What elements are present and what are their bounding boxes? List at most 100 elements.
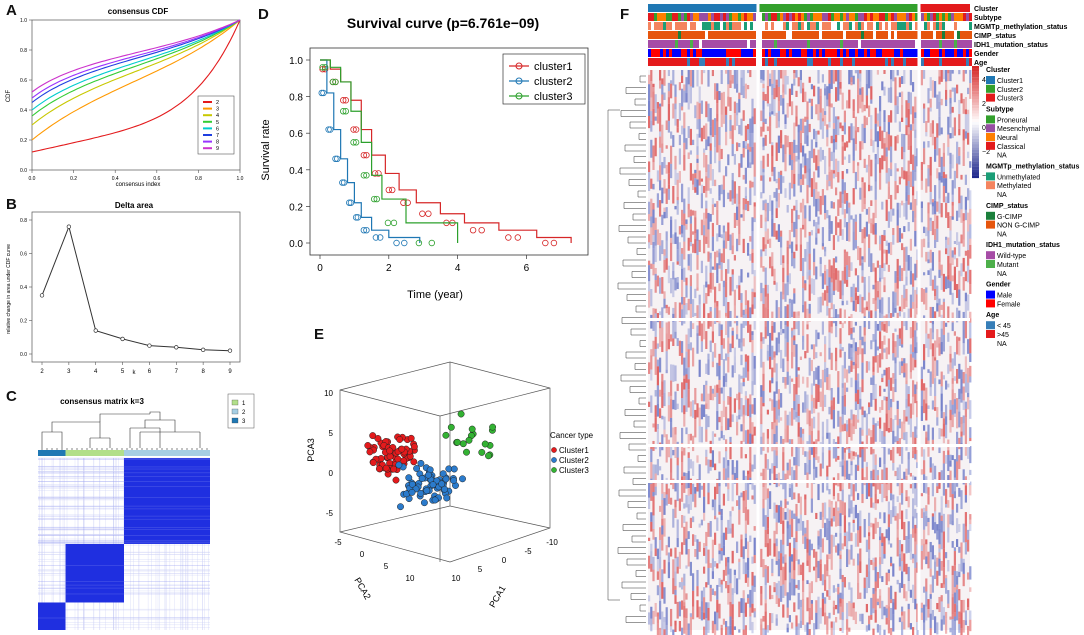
heatmap-cell: [868, 536, 871, 550]
heatmap-cell: [942, 579, 945, 585]
heatmap-cell: [650, 625, 653, 632]
censor-mark: [332, 78, 339, 86]
point-Cluster3: [465, 436, 473, 444]
heatmap-cell: [958, 114, 961, 129]
heatmap-cell: [698, 294, 701, 305]
heatmap-cell: [769, 126, 772, 144]
track-cell: [774, 40, 777, 48]
heatmap-cell: [826, 209, 829, 219]
heatmap-cell: [782, 70, 785, 85]
heatmap-cell: [821, 381, 824, 401]
heatmap-cell: [769, 332, 772, 339]
censor-mark: [376, 234, 384, 241]
heatmap-cell: [652, 321, 655, 331]
delta-point-k7: [174, 345, 179, 350]
heatmap-cell: [898, 311, 901, 317]
pca3-tick-label: 10: [324, 389, 333, 398]
track-cell: [717, 40, 720, 48]
heatmap-cell: [804, 283, 807, 291]
heatmap-cell: [887, 514, 890, 528]
heatmap-cell: [650, 512, 653, 522]
heatmap-cell: [696, 543, 699, 560]
heatmap-cell: [687, 126, 690, 138]
heatmap-cell: [857, 94, 860, 114]
heatmap-cell: [828, 166, 831, 172]
track-cell: [891, 22, 894, 30]
heatmap-cell: [854, 221, 857, 241]
heatmap-cell: [747, 429, 750, 444]
heatmap-cell: [907, 539, 910, 553]
heatmap-cell: [804, 527, 807, 534]
heatmap-cell: [883, 388, 886, 392]
heatmap-cell: [806, 172, 809, 185]
heatmap-cell: [766, 70, 769, 86]
heatmap-cell: [799, 179, 802, 186]
heatmap-cell: [828, 612, 831, 619]
heatmap-cell: [881, 234, 884, 251]
track-cell: [963, 40, 966, 48]
heatmap-cell: [815, 352, 818, 359]
heatmap-cell: [648, 362, 651, 374]
heatmap-cell: [828, 259, 831, 278]
heatmap-cell: [802, 156, 805, 168]
heatmap-cell: [914, 488, 917, 506]
heatmap-cell: [967, 339, 970, 354]
heatmap-cell: [791, 337, 794, 352]
heatmap-cell: [956, 232, 959, 246]
heatmap-cell: [841, 300, 844, 306]
track-cell: [825, 31, 828, 39]
heatmap-cell: [670, 83, 673, 99]
heatmap-cell: [890, 162, 893, 170]
heatmap-cell: [797, 493, 800, 503]
heatmap-cell: [674, 589, 677, 596]
heatmap-cell: [907, 103, 910, 109]
heatmap-cell: [826, 285, 829, 293]
heatmap-cell: [821, 436, 824, 440]
track-cell: [693, 49, 696, 57]
heatmap-cell: [676, 403, 679, 410]
heatmap-cell: [689, 209, 692, 217]
heatmap-cell: [740, 424, 743, 432]
heatmap-cell: [694, 549, 697, 557]
heatmap-cell: [676, 127, 679, 133]
track-cell: [753, 49, 756, 57]
heatmap-cell: [931, 120, 934, 134]
heatmap-cell: [960, 209, 963, 223]
heatmap-cell: [703, 303, 706, 321]
heatmap-cell: [920, 379, 923, 391]
heatmap-cell: [685, 285, 688, 298]
heatmap-cell: [874, 483, 877, 494]
heatmap-cell: [791, 561, 794, 579]
heatmap-cell: [883, 348, 886, 353]
heatmap-cell: [815, 367, 818, 380]
heatmap-cell: [663, 291, 666, 299]
heatmap-cell: [846, 279, 849, 287]
heatmap-cell: [674, 571, 677, 586]
heatmap-cell: [874, 181, 877, 190]
heatmap-cell: [654, 267, 657, 274]
heatmap-cell: [863, 238, 866, 254]
heatmap-cell: [925, 437, 928, 445]
heatmap-cell: [650, 139, 653, 158]
heatmap-cell: [806, 101, 809, 117]
heatmap-cell: [806, 622, 809, 635]
heatmap-cell: [830, 221, 833, 234]
heatmap-cell: [883, 86, 886, 96]
track-cell: [660, 49, 663, 57]
track-cell: [714, 58, 717, 66]
heatmap-cell: [687, 389, 690, 408]
dendrogram-branch: [633, 420, 646, 428]
heatmap-cell: [793, 470, 796, 482]
dendrogram-branch: [630, 328, 646, 336]
heatmap-cell: [760, 406, 763, 414]
heatmap-cell: [777, 70, 780, 87]
heatmap-cell: [711, 431, 714, 446]
heatmap-cell: [852, 111, 855, 118]
heatmap-cell: [674, 482, 677, 492]
heatmap-cell: [861, 613, 864, 624]
heatmap-cell: [912, 553, 915, 559]
heatmap-cell: [698, 426, 701, 443]
heatmap-cell: [729, 528, 732, 534]
track-cell: [885, 22, 888, 30]
heatmap-cell: [808, 459, 811, 475]
